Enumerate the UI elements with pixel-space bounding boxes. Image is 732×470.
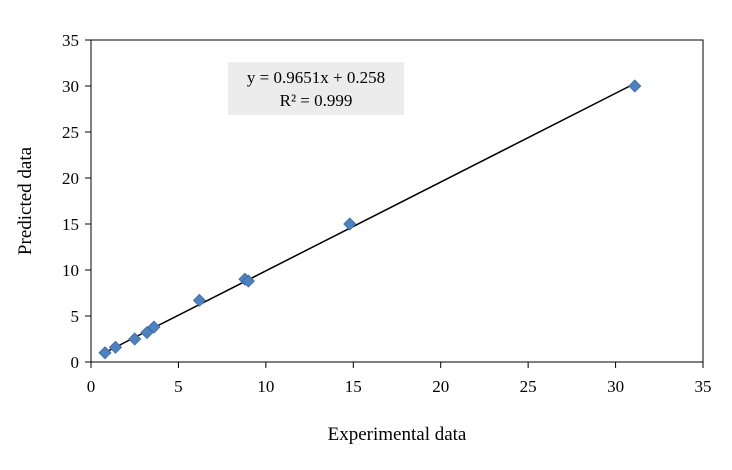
data-point xyxy=(128,332,142,346)
x-tick-label: 30 xyxy=(607,377,624,396)
x-tick-label: 25 xyxy=(520,377,537,396)
equation-box xyxy=(228,62,404,115)
r-squared-label: R² = 0.999 xyxy=(280,91,353,110)
y-axis: 0 5 10 15 20 25 30 35 xyxy=(62,31,91,372)
data-point xyxy=(147,320,161,334)
x-tick-label: 35 xyxy=(695,377,712,396)
data-points xyxy=(98,79,642,360)
y-axis-title: Predicted data xyxy=(15,146,36,255)
y-tick-label: 10 xyxy=(62,261,79,280)
data-point xyxy=(108,340,123,354)
equation-label: y = 0.9651x + 0.258 xyxy=(247,68,385,87)
data-point xyxy=(628,79,642,93)
x-axis: 0 5 10 15 20 25 30 35 xyxy=(87,362,712,396)
y-tick-label: 25 xyxy=(62,123,79,142)
y-tick-label: 35 xyxy=(62,31,79,50)
x-tick-label: 20 xyxy=(432,377,449,396)
data-point xyxy=(98,346,112,360)
y-tick-label: 15 xyxy=(62,215,79,234)
y-tick-label: 5 xyxy=(71,307,80,326)
x-tick-label: 0 xyxy=(87,377,96,396)
y-tick-label: 20 xyxy=(62,169,79,188)
x-tick-label: 15 xyxy=(345,377,362,396)
x-axis-title: Experimental data xyxy=(328,424,467,445)
trendline xyxy=(104,82,636,354)
y-tick-label: 0 xyxy=(71,353,80,372)
data-point xyxy=(241,274,255,288)
x-tick-label: 5 xyxy=(174,377,183,396)
y-tick-label: 30 xyxy=(62,77,79,96)
x-tick-label: 10 xyxy=(257,377,274,396)
data-point xyxy=(192,293,206,307)
data-point xyxy=(343,217,357,231)
